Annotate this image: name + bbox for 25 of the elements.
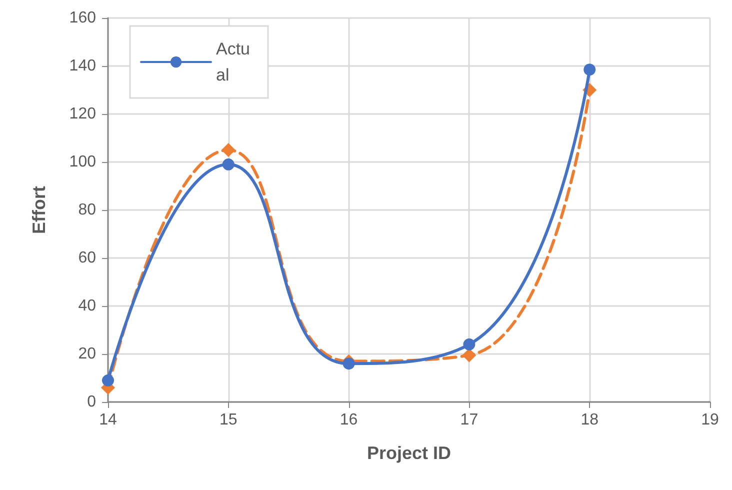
y-tick-label: 20 xyxy=(78,346,96,362)
y-tick-label: 160 xyxy=(69,10,96,26)
y-tick-label: 140 xyxy=(69,58,96,74)
point xyxy=(342,358,355,370)
point xyxy=(462,348,476,362)
x-tick-label: 16 xyxy=(340,412,358,428)
y-tick-label: 60 xyxy=(78,250,96,266)
y-tick-label: 80 xyxy=(78,202,96,218)
legend-label: Actual xyxy=(216,40,250,84)
x-tick-label: 18 xyxy=(580,412,599,428)
x-tick-label: 14 xyxy=(99,412,117,428)
y-tick-label: 0 xyxy=(87,394,96,410)
y-tick-label: 120 xyxy=(69,106,96,122)
point xyxy=(222,158,234,170)
x-tick-label: 19 xyxy=(701,412,719,428)
x-tick-label: 15 xyxy=(220,412,238,428)
x-tick-label: 17 xyxy=(460,412,478,428)
point xyxy=(102,374,114,386)
x-axis-title: Project ID xyxy=(366,443,452,463)
point xyxy=(584,64,596,76)
point xyxy=(463,338,476,350)
y-axis-title: Effort xyxy=(29,186,49,234)
y-tick-label: 100 xyxy=(69,154,96,170)
y-tick-label: 40 xyxy=(78,298,96,314)
point xyxy=(221,143,236,157)
